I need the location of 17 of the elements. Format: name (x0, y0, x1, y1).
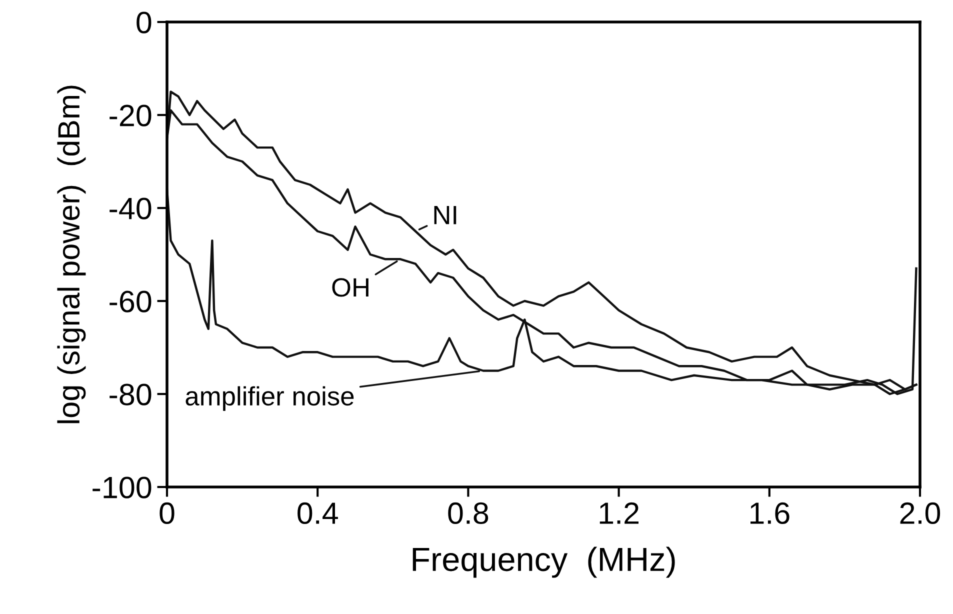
y-tick-label: -20 (110, 104, 152, 126)
y-tick-label: 0 (136, 12, 152, 34)
y-tick-label: -80 (110, 384, 152, 406)
y-tick-label: -100 (92, 476, 152, 498)
y-axis-title: log (signal power) (dBm) (57, 86, 86, 424)
annotation: OH (332, 278, 368, 297)
y-tick-label: -40 (110, 198, 152, 220)
x-tick-label: 1.2 (600, 502, 639, 524)
x-tick-label: 0.8 (448, 502, 488, 524)
x-axis-title: Frequency (MHz) (412, 546, 675, 578)
annotation: amplifier noise (186, 386, 354, 411)
x-tick-label: 0.4 (298, 502, 338, 524)
annotation: NI (434, 206, 456, 224)
x-tick-label: 1.6 (750, 502, 790, 524)
x-tick-label: 2.0 (900, 502, 940, 524)
x-tick-label: 0 (160, 502, 174, 524)
y-tick-label: -60 (110, 290, 152, 312)
